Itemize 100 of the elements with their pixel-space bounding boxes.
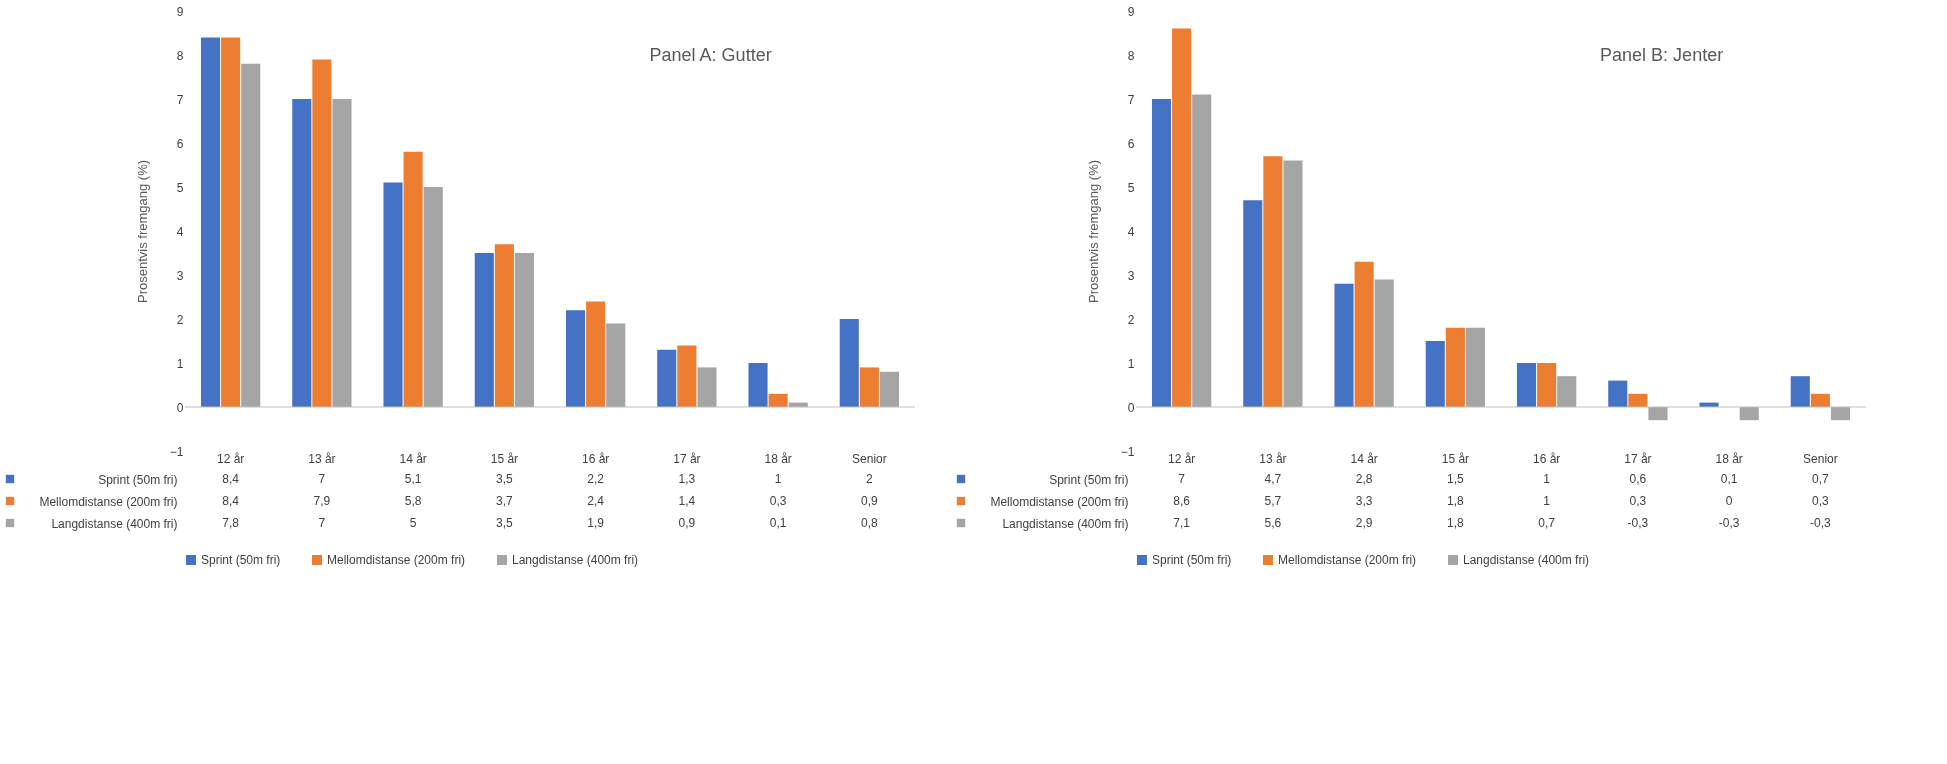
bar — [1608, 380, 1628, 407]
data-label: 3,5 — [496, 472, 514, 486]
y-tick-label: 5 — [1127, 180, 1135, 195]
data-label: 5,6 — [1264, 516, 1282, 530]
legend-label: Langdistanse (400m fri) — [512, 553, 639, 567]
data-label: 2 — [866, 472, 874, 486]
data-label: 1 — [774, 472, 782, 486]
data-label: 3,7 — [496, 494, 514, 508]
legend-label: Langdistanse (400m fri) — [1463, 553, 1590, 567]
text: Panel B: Jenter — [1600, 45, 1724, 65]
x-tick-label: 12 år — [1167, 451, 1196, 466]
text: Panel A: Gutter — [649, 45, 772, 65]
y-tick-label: 4 — [176, 224, 184, 239]
x-tick-label: 15 år — [490, 451, 519, 466]
data-label: 5,1 — [404, 472, 422, 486]
bar — [423, 187, 443, 407]
x-tick-label: 13 år — [1259, 451, 1287, 466]
data-label: 0,6 — [1629, 472, 1647, 486]
bar — [1648, 407, 1668, 421]
y-axis-title: Prosentvis fremgang (%) — [1085, 159, 1101, 304]
y-tick-label: 4 — [1127, 224, 1135, 239]
data-label: 7 — [1178, 472, 1186, 486]
y-tick-label: 6 — [1127, 136, 1135, 151]
bar — [879, 371, 900, 407]
data-label: 2,8 — [1355, 472, 1373, 486]
y-tick-label: 0 — [176, 400, 184, 415]
data-label: 7 — [318, 472, 326, 486]
y-tick-label: 3 — [176, 268, 184, 283]
bar — [768, 393, 788, 407]
bar — [200, 37, 221, 407]
bar — [1628, 393, 1648, 407]
data-label: 4,7 — [1264, 472, 1282, 486]
y-tick-label: −1 — [1120, 444, 1135, 459]
data-label: 7,9 — [313, 494, 331, 508]
bar — [1192, 94, 1212, 407]
legend-label: Mellomdistanse (200m fri) — [990, 494, 1129, 509]
y-tick-label: 2 — [1127, 312, 1135, 327]
data-label: 7 — [318, 516, 326, 530]
data-label: 0,9 — [678, 516, 696, 530]
y-tick-label: 8 — [1127, 48, 1135, 63]
bar — [1465, 327, 1486, 407]
data-label: 1 — [1543, 494, 1551, 508]
bar — [697, 367, 717, 407]
x-tick-label: Senior — [852, 451, 887, 466]
data-label: 1 — [1543, 472, 1551, 486]
bar — [1151, 99, 1172, 407]
y-tick-label: 9 — [176, 4, 184, 19]
bar — [839, 319, 859, 407]
y-tick-label: 6 — [176, 136, 184, 151]
x-tick-label: 18 år — [1715, 451, 1743, 466]
data-label: 0,3 — [1812, 494, 1830, 508]
y-tick-label: 9 — [1127, 4, 1135, 19]
data-label: -0,3 — [1810, 516, 1832, 530]
data-label: 8,4 — [222, 494, 240, 508]
bar — [565, 310, 586, 407]
bar — [1425, 341, 1445, 407]
bar — [1354, 261, 1374, 407]
text: Sprint (50m fri) — [98, 472, 178, 487]
bar — [474, 253, 494, 407]
y-tick-label: 1 — [176, 356, 184, 371]
legend-label: Sprint (50m fri) — [201, 553, 281, 567]
x-tick-label: 16 år — [581, 451, 610, 466]
legend-label: Sprint (50m fri) — [1152, 553, 1232, 567]
x-tick-label: 14 år — [1350, 451, 1378, 466]
data-label: 0,8 — [861, 516, 879, 530]
bar — [221, 37, 241, 407]
y-tick-label: 0 — [1127, 400, 1135, 415]
data-label: 7,1 — [1173, 516, 1191, 530]
text: Langdistanse (400m fri) — [51, 516, 178, 531]
data-label: 5,7 — [1264, 494, 1282, 508]
data-label: 5,8 — [404, 494, 422, 508]
data-label: 2,4 — [587, 494, 605, 508]
data-label: 0,9 — [861, 494, 879, 508]
y-tick-label: 8 — [176, 48, 184, 63]
bar — [514, 253, 535, 407]
bar — [1739, 407, 1759, 421]
bar — [1374, 279, 1394, 407]
x-tick-label: 18 år — [764, 451, 792, 466]
bar — [403, 151, 423, 407]
data-label: 2,9 — [1355, 516, 1373, 530]
bar — [1172, 28, 1192, 407]
data-label: 8,4 — [222, 472, 240, 486]
bar — [1810, 393, 1830, 407]
data-label: 0,3 — [1629, 494, 1647, 508]
data-label: 0,7 — [1538, 516, 1556, 530]
bar — [1537, 363, 1557, 407]
data-label: 3,3 — [1355, 494, 1373, 508]
y-tick-label: 2 — [176, 312, 184, 327]
data-label: 1,8 — [1447, 494, 1465, 508]
x-tick-label: 13 år — [308, 451, 336, 466]
data-label: 1,8 — [1447, 516, 1465, 530]
data-label: 0 — [1725, 494, 1733, 508]
bar — [859, 367, 879, 407]
x-tick-label: 12 år — [216, 451, 245, 466]
bar — [241, 63, 261, 407]
y-tick-label: 7 — [176, 92, 184, 107]
bar — [1263, 156, 1283, 407]
bar — [1516, 363, 1537, 407]
y-tick-label: −1 — [169, 444, 184, 459]
legend-label: Mellomdistanse (200m fri) — [39, 494, 178, 509]
